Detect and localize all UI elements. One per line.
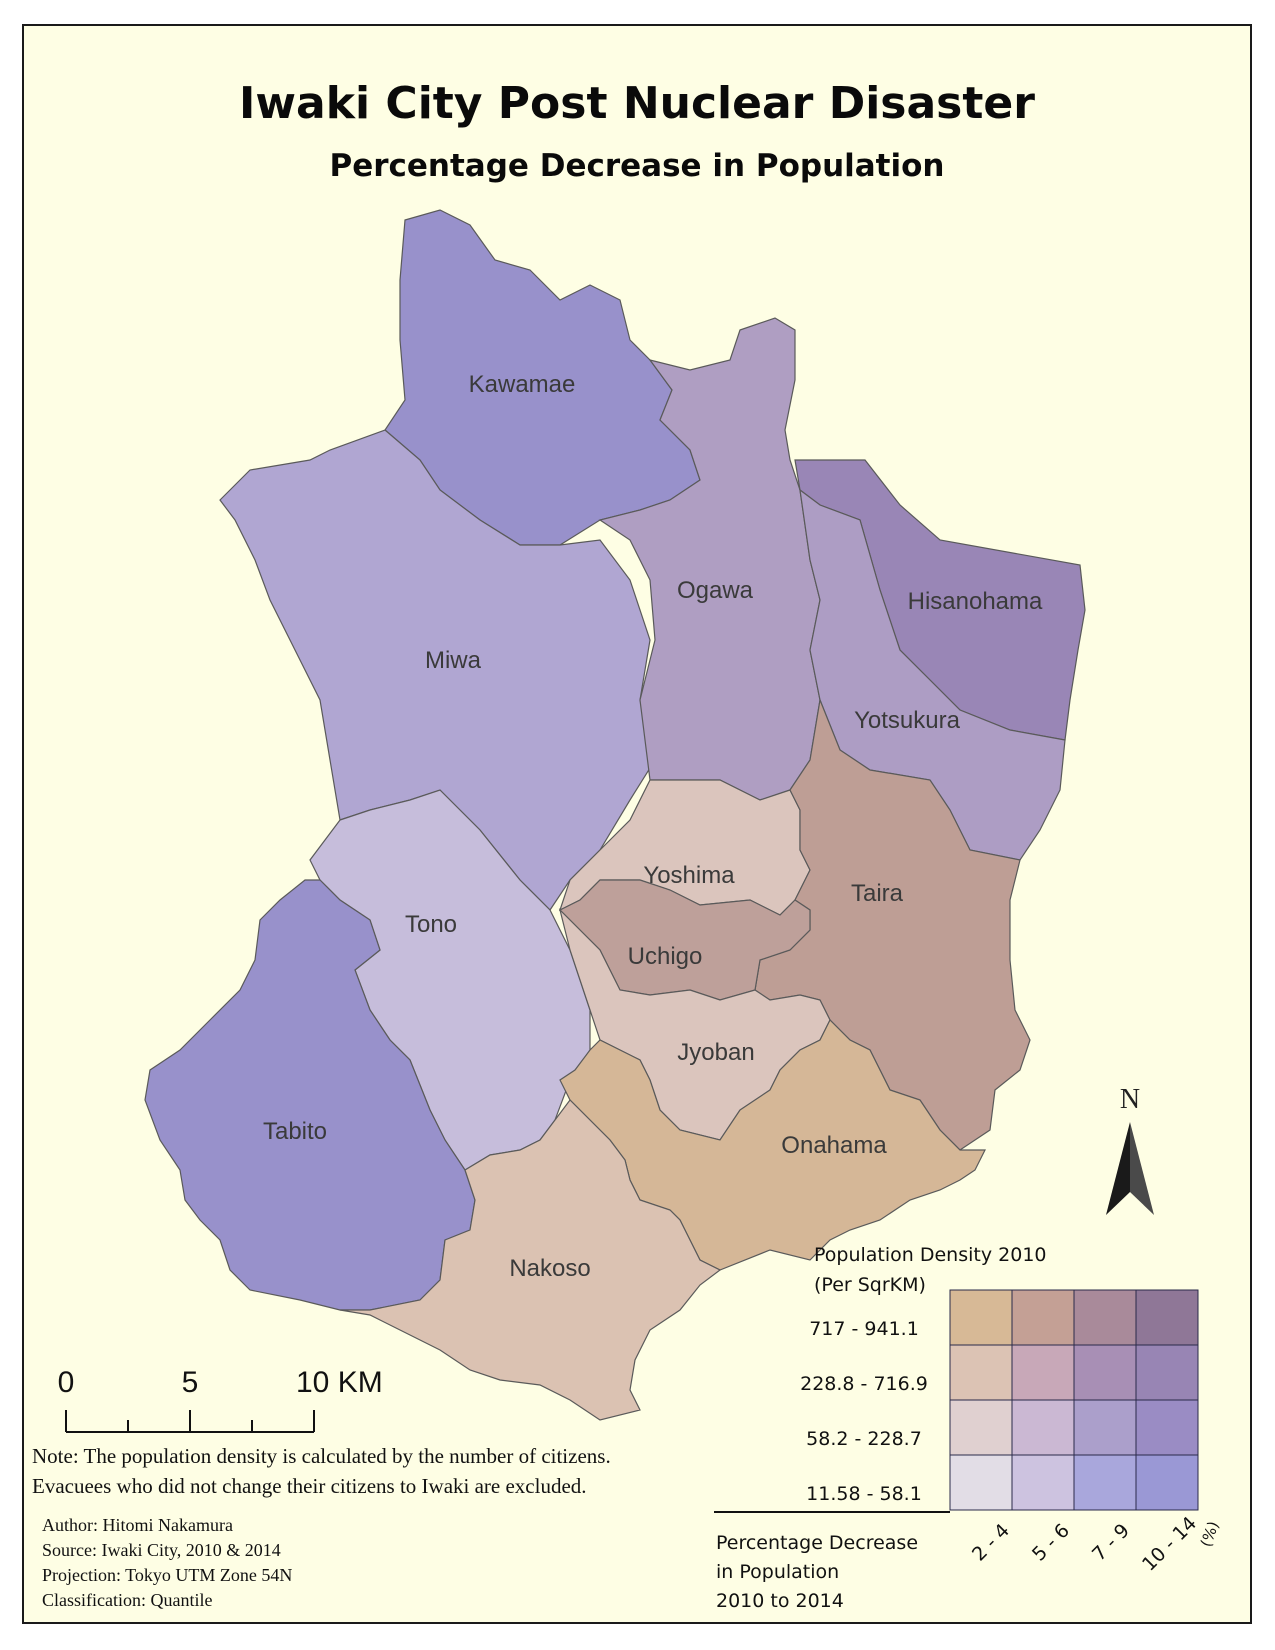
density-class-4: 11.58 - 58.1 [806, 1483, 922, 1505]
legend-cell-r4-c4 [1135, 1454, 1199, 1511]
region-label-uchigo: Uchigo [628, 943, 703, 970]
density-class-3: 58.2 - 228.7 [806, 1428, 922, 1450]
legend-cell-r2-c1 [949, 1344, 1013, 1401]
legend-cell-r1-c2 [1011, 1289, 1075, 1346]
north-label: N [1120, 1084, 1140, 1115]
decrease-class-3: 7 - 9 [1088, 1519, 1134, 1565]
credit-classification: Classification: Quantile [42, 1590, 213, 1610]
region-label-jyoban: Jyoban [677, 1039, 754, 1066]
legend-cell-r4-c1 [949, 1454, 1013, 1511]
scale-tick-10: 10 KM [296, 1366, 383, 1399]
density-class-2: 228.8 - 716.9 [800, 1373, 928, 1395]
region-label-tabito: Tabito [263, 1118, 327, 1145]
density-legend-unit: (Per SqrKM) [814, 1274, 926, 1296]
region-label-nakoso: Nakoso [509, 1255, 590, 1282]
region-label-yotsukura: Yotsukura [854, 707, 961, 734]
scale-tick-0: 0 [58, 1366, 75, 1399]
region-label-tono: Tono [405, 911, 457, 938]
region-label-miwa: Miwa [425, 647, 482, 674]
legend-cell-r4-c2 [1011, 1454, 1075, 1511]
decrease-unit: (%) [1197, 1519, 1223, 1550]
region-label-kawamae: Kawamae [469, 371, 576, 398]
decrease-legend-title-3: 2010 to 2014 [716, 1590, 844, 1612]
density-class-1: 717 - 941.1 [809, 1318, 919, 1340]
legend-cell-r4-c3 [1073, 1454, 1137, 1511]
scale-bar [65, 1410, 315, 1433]
legend-cell-r1-c4 [1135, 1289, 1199, 1346]
note-line-2: Evacuees who did not change their citize… [32, 1474, 587, 1498]
north-arrow-icon [1106, 1122, 1154, 1215]
legend-cell-r3-c1 [949, 1399, 1013, 1456]
legend-cell-r2-c2 [1011, 1344, 1075, 1401]
legend-cell-r2-c4 [1135, 1344, 1199, 1401]
legend-cell-r2-c3 [1073, 1344, 1137, 1401]
decrease-class-2: 5 - 6 [1028, 1519, 1074, 1565]
decrease-class-4: 10 - 14 [1138, 1512, 1201, 1575]
legend-cell-r3-c3 [1073, 1399, 1137, 1456]
credit-projection: Projection: Tokyo UTM Zone 54N [42, 1565, 293, 1585]
decrease-legend-title-2: in Population [716, 1561, 840, 1583]
region-tabito[interactable] [144, 879, 476, 1311]
density-legend-title: Population Density 2010 [814, 1244, 1047, 1266]
legend-cell-r3-c2 [1011, 1399, 1075, 1456]
legend-cell-r3-c4 [1135, 1399, 1199, 1456]
map-subtitle: Percentage Decrease in Population [329, 148, 945, 184]
decrease-class-1: 2 - 4 [968, 1519, 1014, 1565]
region-label-taira: Taira [851, 880, 904, 907]
credit-source: Source: Iwaki City, 2010 & 2014 [42, 1540, 281, 1560]
region-label-yoshima: Yoshima [643, 862, 735, 889]
region-label-ogawa: Ogawa [677, 577, 754, 604]
region-label-hisanohama: Hisanohama [908, 588, 1043, 615]
credit-author: Author: Hitomi Nakamura [42, 1515, 233, 1535]
legend-grid [949, 1289, 1199, 1511]
map-title: Iwaki City Post Nuclear Disaster [239, 78, 1035, 129]
legend-cell-r1-c3 [1073, 1289, 1137, 1346]
note-line-1: Note: The population density is calculat… [32, 1444, 611, 1468]
decrease-legend-title-1: Percentage Decrease [716, 1532, 919, 1554]
legend-cell-r1-c1 [949, 1289, 1013, 1346]
region-label-onahama: Onahama [781, 1132, 887, 1159]
scale-tick-5: 5 [182, 1366, 199, 1399]
region-nakoso[interactable] [339, 1099, 722, 1421]
